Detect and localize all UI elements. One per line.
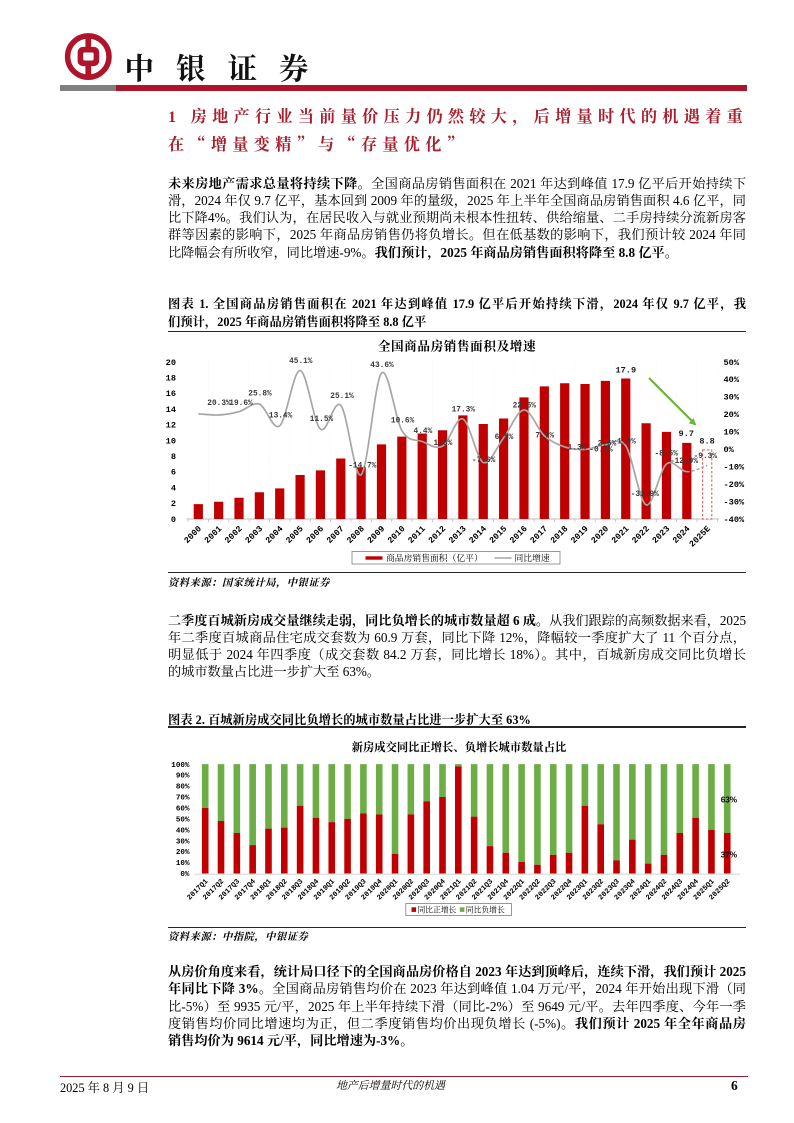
svg-text:45.1%: 45.1%: [289, 358, 313, 366]
svg-text:20%: 20%: [176, 849, 190, 857]
svg-text:-20%: -20%: [724, 480, 745, 490]
svg-text:-14.7%: -14.7%: [348, 463, 376, 471]
svg-text:2000: 2000: [182, 524, 204, 546]
svg-text:1.8%: 1.8%: [434, 440, 453, 448]
svg-text:2022: 2022: [630, 524, 652, 546]
svg-text:2011: 2011: [406, 524, 428, 546]
svg-text:40%: 40%: [724, 375, 740, 385]
svg-text:2003: 2003: [243, 524, 265, 546]
svg-text:16: 16: [166, 389, 176, 399]
svg-text:70%: 70%: [176, 795, 190, 803]
svg-text:20%: 20%: [724, 410, 740, 420]
svg-text:9.7: 9.7: [679, 429, 694, 439]
svg-text:-7.6%: -7.6%: [472, 457, 496, 465]
svg-text:0%: 0%: [180, 871, 190, 879]
svg-text:2017: 2017: [528, 524, 550, 546]
svg-text:6.5%: 6.5%: [495, 434, 514, 442]
svg-text:新房成交同比正增长、负增长城市数量占比: 新房成交同比正增长、负增长城市数量占比: [352, 740, 567, 754]
svg-text:4.4%: 4.4%: [414, 428, 433, 436]
svg-text:2010: 2010: [386, 524, 408, 546]
svg-text:2013: 2013: [447, 524, 469, 546]
svg-text:2005: 2005: [284, 524, 306, 546]
svg-text:2019: 2019: [569, 524, 591, 546]
svg-text:1.9%: 1.9%: [617, 439, 636, 447]
svg-text:1.3%: 1.3%: [568, 445, 587, 453]
svg-text:2020: 2020: [589, 524, 611, 546]
svg-text:2008: 2008: [345, 524, 367, 546]
svg-text:13.4%: 13.4%: [269, 413, 293, 421]
svg-text:25.1%: 25.1%: [330, 393, 354, 401]
svg-text:-12.9%: -12.9%: [670, 458, 698, 466]
svg-text:2006: 2006: [304, 524, 326, 546]
svg-text:0%: 0%: [724, 445, 735, 455]
svg-text:-40%: -40%: [724, 515, 745, 525]
svg-text:19.6%: 19.6%: [229, 400, 253, 408]
svg-text:20.3%: 20.3%: [207, 400, 231, 408]
svg-text:60%: 60%: [176, 805, 190, 813]
svg-text:同比负增长: 同比负增长: [466, 905, 505, 915]
svg-text:18: 18: [166, 374, 176, 384]
svg-text:37%: 37%: [721, 851, 738, 860]
svg-text:2009: 2009: [365, 524, 387, 546]
svg-text:2.6%: 2.6%: [598, 441, 617, 449]
svg-text:6: 6: [171, 468, 176, 478]
svg-text:10.6%: 10.6%: [391, 418, 415, 426]
svg-text:2023: 2023: [650, 524, 672, 546]
svg-text:-10%: -10%: [724, 462, 745, 472]
svg-text:-8.5%: -8.5%: [654, 451, 678, 459]
svg-text:2018: 2018: [549, 524, 571, 546]
svg-text:2025E: 2025E: [687, 524, 712, 549]
svg-text:4: 4: [171, 483, 176, 493]
svg-text:0: 0: [171, 515, 176, 525]
svg-text:2021: 2021: [610, 524, 632, 546]
svg-text:50%: 50%: [724, 358, 740, 368]
svg-text:8: 8: [171, 452, 176, 462]
svg-text:80%: 80%: [176, 784, 190, 792]
svg-text:7.7%: 7.7%: [535, 433, 554, 441]
svg-text:2: 2: [171, 499, 176, 509]
svg-text:2016: 2016: [508, 524, 530, 546]
svg-text:10%: 10%: [724, 428, 740, 438]
svg-text:同比增速: 同比增速: [515, 552, 550, 563]
svg-text:2014: 2014: [467, 524, 489, 546]
svg-text:2012: 2012: [427, 524, 449, 546]
svg-text:40%: 40%: [176, 827, 190, 835]
svg-text:11.5%: 11.5%: [310, 416, 334, 424]
svg-text:90%: 90%: [176, 773, 190, 781]
svg-text:50%: 50%: [176, 816, 190, 824]
svg-text:12: 12: [166, 421, 176, 431]
svg-text:14: 14: [166, 405, 176, 415]
svg-text:-0.1%: -0.1%: [589, 447, 613, 455]
svg-text:30%: 30%: [176, 838, 190, 846]
svg-text:2007: 2007: [325, 524, 347, 546]
svg-text:22.5%: 22.5%: [513, 403, 537, 411]
svg-text:-9.3%: -9.3%: [694, 453, 718, 461]
svg-text:同比正增长: 同比正增长: [418, 905, 457, 915]
svg-text:2001: 2001: [203, 524, 225, 546]
svg-text:10%: 10%: [176, 860, 190, 868]
svg-text:2004: 2004: [264, 524, 286, 546]
svg-text:2015: 2015: [488, 524, 510, 546]
svg-text:2002: 2002: [223, 524, 245, 546]
svg-text:8.8: 8.8: [699, 437, 714, 447]
svg-text:10: 10: [166, 436, 176, 446]
svg-text:商品房销售面积（亿平）: 商品房销售面积（亿平）: [386, 552, 483, 563]
svg-text:100%: 100%: [171, 762, 190, 770]
svg-text:全国商品房销售面积及增速: 全国商品房销售面积及增速: [378, 339, 536, 354]
svg-text:20: 20: [166, 358, 176, 368]
svg-text:-30%: -30%: [724, 497, 745, 507]
svg-text:30%: 30%: [724, 393, 740, 403]
svg-text:17.9: 17.9: [615, 366, 636, 376]
svg-text:-31.9%: -31.9%: [631, 491, 659, 499]
svg-text:63%: 63%: [721, 796, 738, 805]
svg-text:25.8%: 25.8%: [248, 391, 272, 399]
svg-text:17.3%: 17.3%: [452, 407, 476, 415]
svg-text:43.6%: 43.6%: [370, 362, 394, 370]
